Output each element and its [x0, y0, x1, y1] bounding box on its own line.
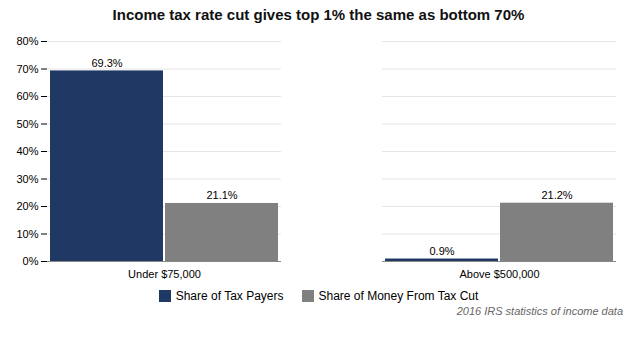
html-text:Share of Tax Payers: Share of Tax Payers [175, 289, 284, 303]
svg-text:Under $75,000: Under $75,000 [128, 268, 201, 280]
svg-text:70%: 70% [16, 63, 38, 75]
svg-text:60%: 60% [16, 90, 38, 102]
svg-text:50%: 50% [16, 118, 38, 130]
svg-text:69.3%: 69.3% [91, 57, 122, 69]
svg-text:30%: 30% [16, 173, 38, 185]
svg-text:10%: 10% [16, 228, 38, 240]
svg-text:21.1%: 21.1% [206, 189, 237, 201]
svg-text:0%: 0% [23, 255, 39, 267]
svg-text:21.2%: 21.2% [541, 189, 572, 201]
svg-text:80%: 80% [16, 35, 38, 47]
svg-text:Above $500,000: Above $500,000 [459, 268, 539, 280]
svg-text:0.9%: 0.9% [429, 245, 454, 257]
svg-text:20%: 20% [16, 200, 38, 212]
html-text:Share of Money From Tax Cut: Share of Money From Tax Cut [318, 289, 479, 303]
svg-text:40%: 40% [16, 145, 38, 157]
html-text:2016 IRS statistics of income: 2016 IRS statistics of income data [456, 305, 623, 317]
html-text:Income tax rate cut gives top: Income tax rate cut gives top 1% the sam… [112, 6, 525, 23]
